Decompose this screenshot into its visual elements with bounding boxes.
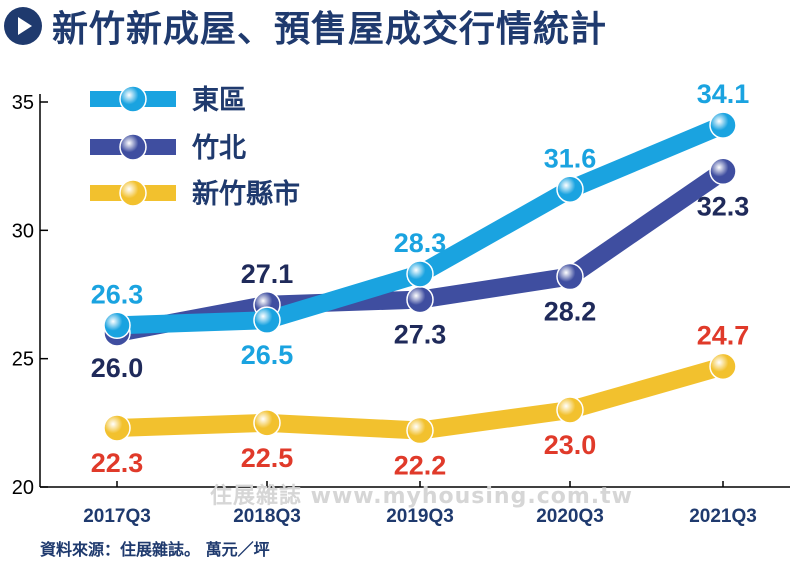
data-point [556, 396, 584, 424]
data-point [406, 285, 434, 314]
data-point [406, 416, 434, 445]
data-label: 27.3 [394, 320, 447, 350]
source-note: 資料來源：住展雜誌。 萬元／坪 [40, 540, 270, 559]
legend-swatch-dot [119, 179, 147, 207]
x-tick-label: 2017Q3 [83, 506, 151, 527]
data-label: 22.3 [91, 448, 144, 478]
data-label: 31.6 [544, 143, 597, 173]
data-point [556, 175, 584, 204]
chart-title: 新竹新成屋、預售屋成交行情統計 [52, 9, 608, 50]
data-point [709, 352, 737, 381]
data-label: 34.1 [697, 79, 750, 109]
data-point [709, 111, 737, 139]
data-label: 28.3 [394, 228, 447, 258]
data-label: 32.3 [697, 191, 750, 221]
data-label: 26.3 [91, 279, 144, 309]
data-label: 23.0 [544, 430, 597, 460]
data-point [253, 409, 281, 437]
data-label: 22.5 [241, 443, 294, 473]
data-label: 24.7 [697, 320, 750, 350]
y-tick-label: 25 [12, 349, 34, 371]
data-label: 26.0 [91, 353, 144, 383]
legend-swatch-dot [119, 85, 147, 113]
x-tick-label: 2018Q3 [233, 506, 301, 527]
y-tick-label: 20 [12, 477, 34, 499]
y-tick-label: 30 [12, 220, 34, 242]
data-point [406, 260, 434, 288]
data-point [103, 414, 131, 442]
data-point [556, 262, 584, 291]
y-tick-label: 35 [12, 92, 34, 114]
legend-label: 竹北 [191, 132, 246, 164]
data-label: 22.2 [394, 451, 447, 481]
data-label: 26.5 [241, 340, 294, 370]
title-bar: 新竹新成屋、預售屋成交行情統計 [0, 0, 800, 52]
data-label: 27.1 [241, 259, 294, 289]
data-point [709, 157, 737, 186]
x-tick-label: 2021Q3 [689, 506, 757, 527]
data-label: 28.2 [544, 297, 597, 327]
data-point [103, 311, 131, 340]
watermark: 住展雜誌 www.myhousing.com.tw [210, 484, 633, 509]
legend-swatch-dot [119, 133, 147, 161]
x-tick-label: 2020Q3 [536, 506, 604, 527]
legend-label: 東區 [192, 85, 246, 116]
legend-label: 新竹縣市 [192, 178, 300, 210]
play-icon [4, 7, 42, 45]
x-tick-label: 2019Q3 [386, 506, 454, 527]
data-point [253, 306, 281, 334]
